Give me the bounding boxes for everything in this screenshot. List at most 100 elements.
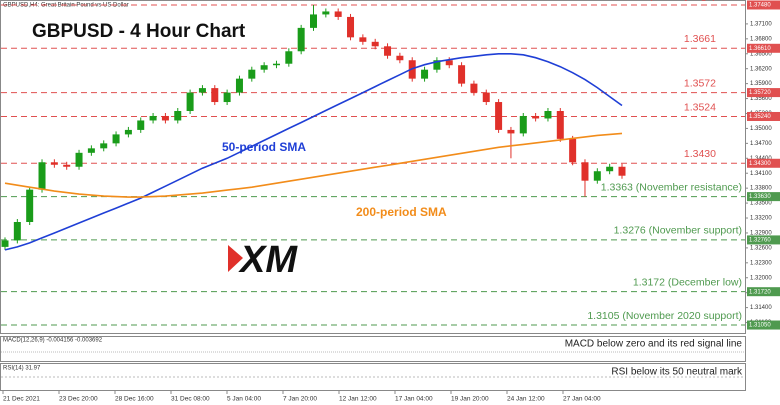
y-tick-label: 1.36800 (750, 36, 772, 42)
candle-body (235, 78, 243, 93)
candle-body (532, 115, 540, 119)
candle-body (347, 16, 355, 38)
candle-body (433, 60, 441, 70)
y-tick-label: 1.37100 (750, 21, 772, 27)
y-tick-label: 1.32900 (750, 231, 772, 237)
candle-body (38, 162, 46, 190)
candle-body (26, 189, 34, 223)
y-tick-label: 1.31400 (750, 305, 772, 311)
sma-line (4, 132, 623, 198)
candle-body (507, 129, 515, 134)
candle-body (371, 41, 379, 47)
level-tag-label: 1.35720 (749, 90, 771, 96)
macd-panel (0, 336, 746, 362)
candle-body (137, 120, 145, 130)
y-tick-label: 1.34100 (750, 171, 772, 177)
x-tick-label: 5 Jan 04:00 (227, 396, 261, 403)
level-label: 1.3363 (November resistance) (601, 181, 742, 193)
candle-body (310, 14, 317, 28)
candle-body (593, 171, 601, 181)
candle-body (1, 240, 9, 247)
level-tag-label: 1.32760 (749, 237, 771, 243)
candle-body (248, 69, 256, 79)
y-tick-label: 1.33200 (750, 216, 772, 222)
candle-body (186, 92, 194, 112)
level-label: 1.3572 (684, 77, 716, 89)
candle-body (211, 88, 219, 103)
level-label: 1.3430 (684, 148, 716, 160)
candle-body (223, 92, 231, 103)
candle-body (63, 164, 71, 167)
y-tick-label: 1.34700 (750, 141, 772, 147)
level-tag-label: 1.34300 (749, 161, 771, 167)
level-tag (747, 88, 780, 98)
level-tag-label: 1.31720 (749, 289, 771, 295)
level-label: 1.3748 (January high) (614, 0, 716, 2)
candle-body (322, 11, 330, 15)
rsi-note: RSI below its 50 neutral mark (611, 367, 743, 378)
y-tick-label: 1.33500 (750, 201, 772, 207)
x-tick-label: 31 Dec 08:00 (171, 396, 210, 403)
x-tick-label: 28 Dec 16:00 (115, 396, 154, 403)
candle-body (112, 134, 120, 144)
level-tag (747, 287, 780, 297)
y-tick-label: 1.35000 (750, 126, 772, 132)
candle-body (606, 166, 614, 172)
level-tag (747, 235, 780, 245)
candle-body (556, 111, 564, 139)
level-tag-label: 1.33630 (749, 194, 771, 200)
level-tag-label: 1.36610 (749, 46, 771, 52)
level-tag (747, 158, 780, 168)
level-label: 1.3105 (November 2020 support) (587, 310, 742, 322)
level-label: 1.3661 (684, 33, 716, 45)
candle-body (544, 111, 552, 119)
y-tick-label: 1.36500 (750, 51, 772, 57)
candle-body (260, 65, 268, 70)
logo-group: XM (228, 239, 298, 281)
candle-body (445, 60, 453, 66)
y-tick-label: 1.33800 (750, 186, 772, 192)
y-tick-label: 1.32300 (750, 260, 772, 266)
candle-body (396, 55, 404, 61)
candle-body (124, 129, 132, 135)
candle-body (198, 88, 206, 93)
macd-header: MACD(12,26,9) -0.004156 -0.003692 (3, 338, 103, 344)
level-tag-label: 1.35240 (749, 114, 771, 120)
sma-label: 200-period SMA (356, 205, 447, 219)
candle-body (174, 111, 182, 121)
level-tag (747, 43, 780, 53)
candle-body (272, 63, 280, 66)
candle-body (75, 152, 83, 167)
level-label: 1.3172 (December low) (633, 276, 742, 288)
x-tick-label: 23 Dec 20:00 (59, 396, 98, 403)
candle-body (618, 166, 626, 176)
level-tag (747, 192, 780, 202)
logo-mark (228, 245, 243, 272)
candle-body (495, 102, 503, 130)
candle-body (149, 115, 157, 121)
level-tag-label: 1.31050 (749, 323, 771, 329)
x-tick-label: 19 Jan 20:00 (451, 396, 489, 403)
y-tick-label: 1.35900 (750, 81, 772, 87)
candle-body (519, 115, 527, 134)
header: GBPUSD,H4: Great Britain Pound vs US Dol… (3, 3, 129, 9)
candle-body (161, 115, 169, 121)
logo: XM (238, 239, 298, 281)
candle-body (421, 69, 429, 79)
level-label: 1.3524 (684, 101, 716, 113)
candle-body (50, 162, 58, 165)
candle-body (334, 11, 342, 17)
main-panel (0, 0, 746, 334)
x-tick-label: 21 Dec 2021 (3, 396, 40, 403)
level-tag (747, 0, 780, 10)
candle-body (100, 143, 108, 149)
candle-body (285, 51, 293, 64)
x-tick-label: 17 Jan 04:00 (395, 396, 433, 403)
candle-body (569, 138, 577, 163)
x-tick-label: 27 Jan 04:00 (563, 396, 601, 403)
y-tick-label: 1.32600 (750, 245, 772, 251)
level-tag (747, 320, 780, 330)
candle-body (470, 83, 478, 93)
candle-body (87, 148, 95, 153)
